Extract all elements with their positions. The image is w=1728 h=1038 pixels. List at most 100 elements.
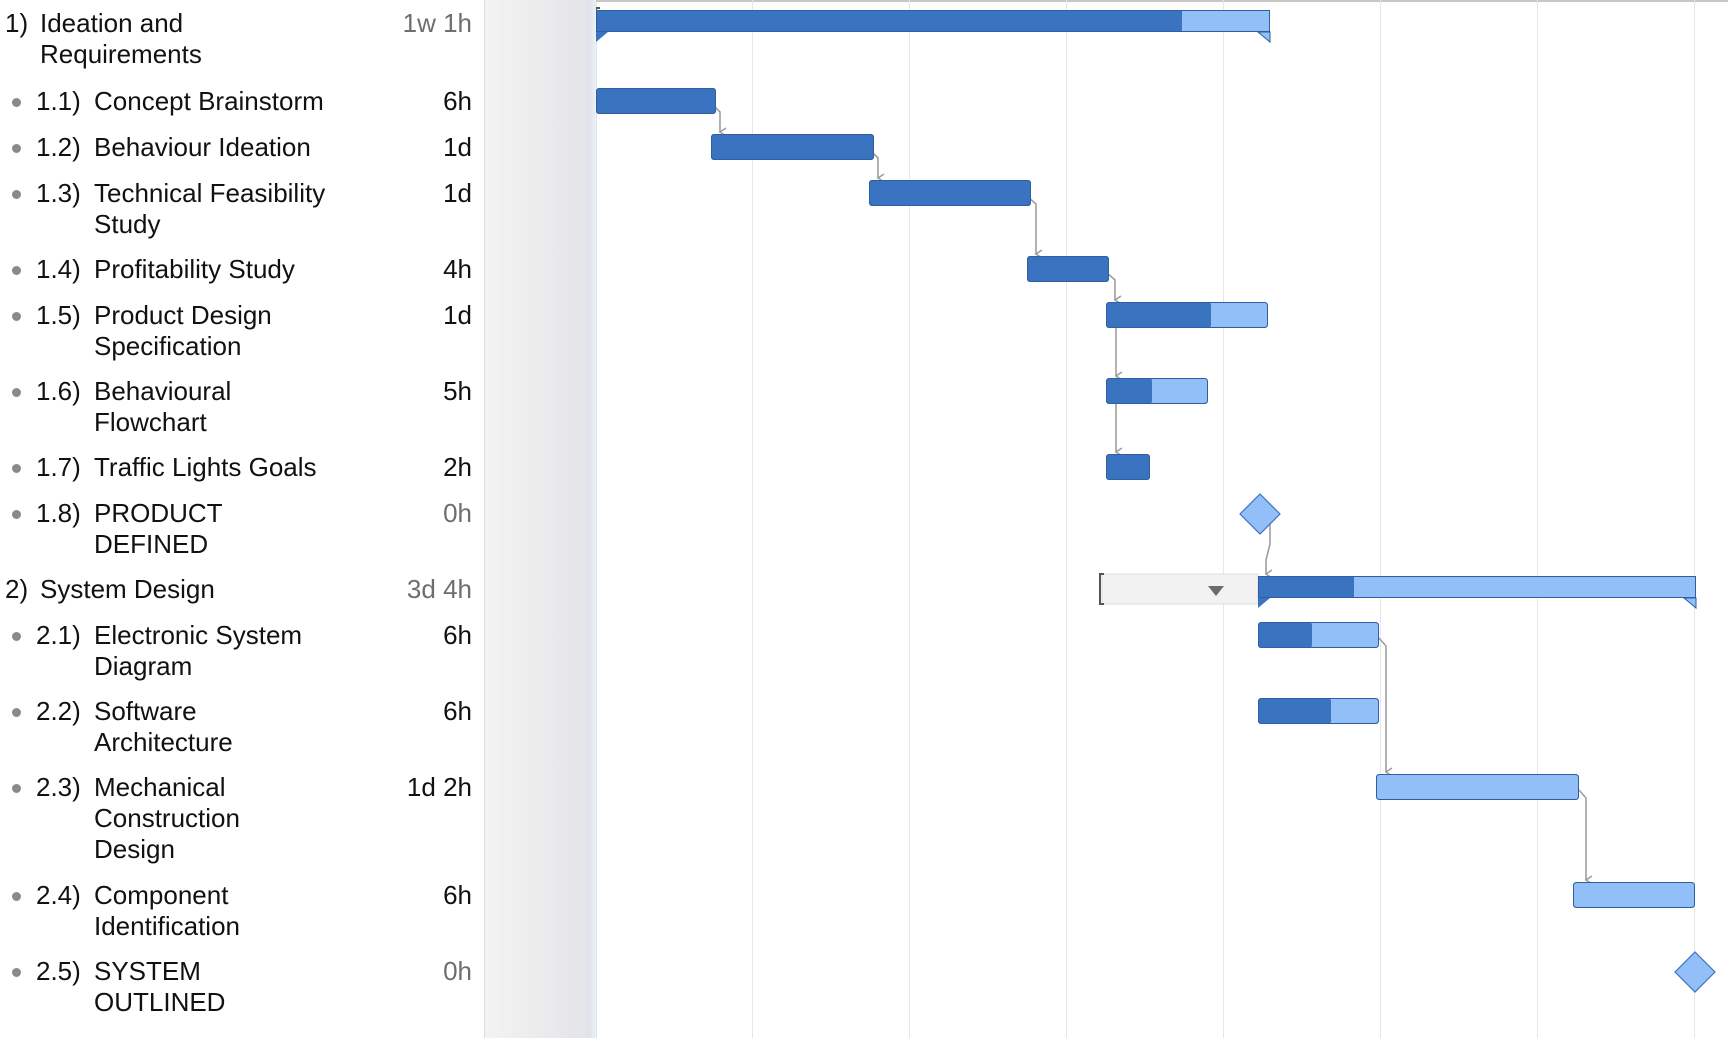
bullet-icon: [12, 312, 21, 321]
task-title[interactable]: Electronic System Diagram: [94, 620, 303, 681]
bar-outline: [1106, 302, 1268, 328]
task-title[interactable]: Profitability Study: [94, 254, 295, 284]
task-duration[interactable]: 1d: [443, 178, 472, 208]
task-bar-progress: [1106, 454, 1150, 480]
outline-task-row[interactable]: 1.5) Product Design Specification 1d: [0, 300, 484, 362]
task-duration[interactable]: 3d 4h: [406, 574, 472, 604]
task-duration[interactable]: 0h: [443, 498, 472, 528]
outline-task-row[interactable]: 1.8) PRODUCT DEFINED 0h: [0, 498, 484, 560]
bullet-icon: [12, 708, 21, 717]
milestone-diamond-icon[interactable]: [1239, 493, 1281, 535]
bullet-icon: [12, 464, 21, 473]
outline-group-row[interactable]: 1) Ideation and Requirements 1w 1h: [0, 8, 484, 70]
outline-task-row[interactable]: 2.3) Mechanical Construction Design 1d 2h: [0, 772, 484, 865]
outline-task-row[interactable]: 1.4) Profitability Study 4h: [0, 254, 484, 285]
bar-outline: [1027, 256, 1109, 282]
bullet-icon: [12, 892, 21, 901]
bullet-icon: [12, 968, 21, 977]
outline-group-row[interactable]: 2) System Design 3d 4h: [0, 574, 484, 605]
task-title[interactable]: Traffic Lights Goals: [94, 452, 317, 482]
task-title[interactable]: Component Identification: [94, 880, 240, 941]
task-duration[interactable]: 6h: [443, 696, 472, 726]
task-duration[interactable]: 1d: [443, 132, 472, 162]
task-title[interactable]: PRODUCT DEFINED: [94, 498, 223, 559]
gantt-top-border: [596, 0, 1728, 2]
bar-outline: [1258, 622, 1379, 648]
outline-task-row[interactable]: 2.4) Component Identification 6h: [0, 880, 484, 942]
disclosure-triangle-icon[interactable]: [1208, 586, 1224, 596]
dependency-arrow: [1378, 637, 1393, 777]
outline-task-row[interactable]: 1.6) Behavioural Flowchart 5h: [0, 376, 484, 438]
summary-end-cap: [1256, 31, 1271, 44]
task-bar-progress: [1258, 622, 1312, 648]
bracket-icon: [1099, 573, 1104, 605]
task-number: 1.8): [36, 498, 81, 528]
outline-gantt-divider[interactable]: [484, 0, 597, 1038]
task-number: 1): [5, 8, 29, 38]
task-duration[interactable]: 1d: [443, 300, 472, 330]
timeline-gridline: [752, 0, 753, 1038]
bullet-icon: [12, 98, 21, 107]
summary-start-cap: [1258, 598, 1270, 608]
bullet-icon: [12, 266, 21, 275]
divider-edge: [590, 0, 596, 1038]
task-title[interactable]: Ideation and Requirements: [40, 8, 202, 69]
bar-outline: [1573, 882, 1695, 908]
task-duration[interactable]: 4h: [443, 254, 472, 284]
summary-bar[interactable]: [1258, 576, 1696, 598]
task-duration[interactable]: 1d 2h: [406, 772, 472, 802]
dependency-arrow: [1264, 522, 1273, 579]
task-bar[interactable]: [1573, 882, 1695, 908]
task-bar-progress: [1258, 698, 1331, 724]
task-duration[interactable]: 6h: [443, 86, 472, 116]
outline-task-row[interactable]: 2.5) SYSTEM OUTLINED 0h: [0, 956, 484, 1018]
task-title[interactable]: Behaviour Ideation: [94, 132, 311, 162]
bar-outline: [1376, 774, 1579, 800]
task-title[interactable]: Product Design Specification: [94, 300, 272, 361]
outline-task-row[interactable]: 2.2) Software Architecture 6h: [0, 696, 484, 758]
task-bar-progress: [869, 180, 1031, 206]
bar-outline: [869, 180, 1031, 206]
bar-outline: [1106, 378, 1208, 404]
task-number: 2): [5, 574, 29, 604]
task-title[interactable]: System Design: [40, 574, 215, 604]
task-duration[interactable]: 5h: [443, 376, 472, 406]
bullet-icon: [12, 784, 21, 793]
task-duration[interactable]: 1w 1h: [402, 8, 472, 38]
bullet-icon: [12, 190, 21, 199]
outline-task-row[interactable]: 1.3) Technical Feasibility Study 1d: [0, 178, 484, 240]
timeline-gridline: [1537, 0, 1538, 1038]
task-duration[interactable]: 6h: [443, 880, 472, 910]
task-number: 1.2): [36, 132, 81, 162]
outline-task-row[interactable]: 1.7) Traffic Lights Goals 2h: [0, 452, 484, 483]
task-title[interactable]: Mechanical Construction Design: [94, 772, 240, 864]
task-number: 2.2): [36, 696, 81, 726]
bullet-icon: [12, 388, 21, 397]
task-bar[interactable]: [1376, 774, 1579, 800]
task-title[interactable]: Behavioural Flowchart: [94, 376, 232, 437]
bullet-icon: [12, 510, 21, 519]
task-bar-progress: [596, 88, 716, 114]
task-number: 2.1): [36, 620, 81, 650]
summary-range-box: [1101, 573, 1259, 605]
task-duration[interactable]: 6h: [443, 620, 472, 650]
task-number: 1.3): [36, 178, 81, 208]
summary-end-cap: [1682, 597, 1697, 610]
task-number: 2.5): [36, 956, 81, 986]
bar-outline: [596, 88, 716, 114]
outline-task-row[interactable]: 1.2) Behaviour Ideation 1d: [0, 132, 484, 163]
outline-task-row[interactable]: 1.1) Concept Brainstorm 6h: [0, 86, 484, 117]
bullet-icon: [12, 632, 21, 641]
milestone-diamond-icon[interactable]: [1674, 951, 1716, 993]
task-title[interactable]: SYSTEM OUTLINED: [94, 956, 226, 1017]
summary-bar-progress: [1258, 576, 1354, 598]
dependency-arrow: [1578, 789, 1593, 885]
task-duration[interactable]: 2h: [443, 452, 472, 482]
outline-task-row[interactable]: 2.1) Electronic System Diagram 6h: [0, 620, 484, 682]
task-number: 1.7): [36, 452, 81, 482]
timeline-gridline: [909, 0, 910, 1038]
task-title[interactable]: Concept Brainstorm: [94, 86, 324, 116]
task-title[interactable]: Software Architecture: [94, 696, 233, 757]
task-title[interactable]: Technical Feasibility Study: [94, 178, 326, 239]
task-duration[interactable]: 0h: [443, 956, 472, 986]
